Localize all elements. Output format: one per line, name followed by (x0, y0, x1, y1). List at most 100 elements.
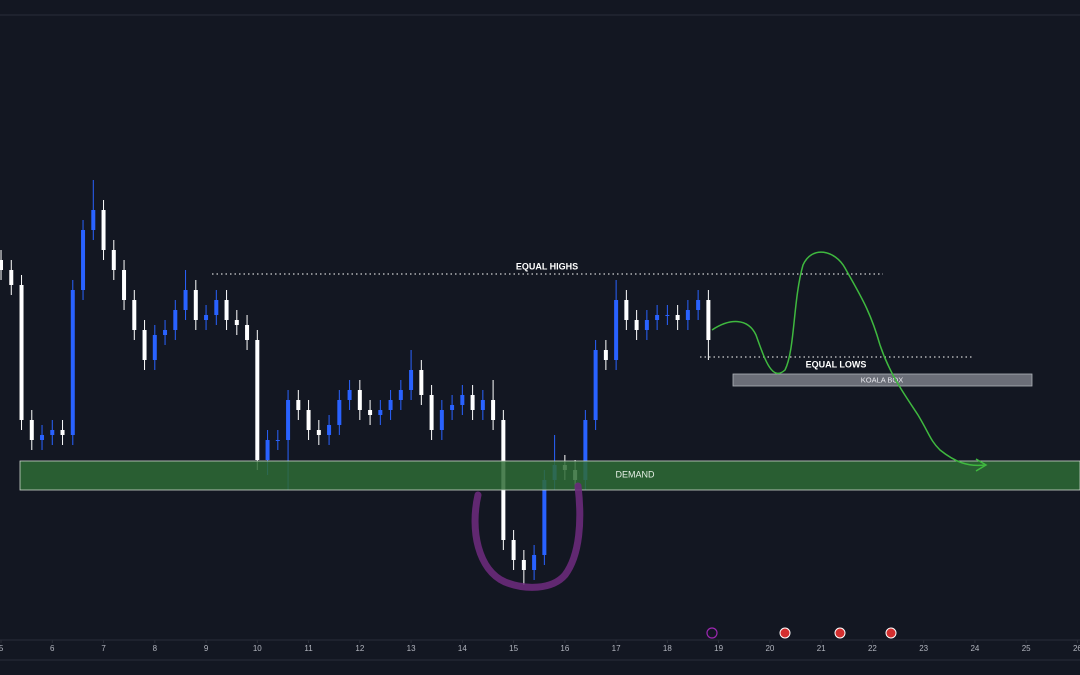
x-tick-label: 5 (0, 644, 4, 653)
candle-body (60, 430, 65, 435)
x-tick-label: 11 (304, 644, 313, 653)
candle-body (163, 330, 168, 335)
candle-body (655, 315, 660, 320)
candle-body (50, 430, 55, 435)
candle-body (9, 270, 14, 285)
plot-area (0, 180, 711, 585)
candle-body (685, 310, 690, 320)
candle-body (419, 370, 424, 395)
projection-path (711, 251, 986, 467)
flag-icon[interactable] (834, 627, 846, 639)
x-tick-label: 24 (970, 644, 979, 653)
candle-body (665, 315, 670, 316)
candle-body (214, 300, 219, 315)
candle-body (532, 555, 537, 570)
demand-label: DEMAND (615, 469, 655, 479)
candle-body (19, 285, 24, 420)
candle-body (634, 320, 639, 330)
candle-body (255, 340, 260, 460)
candle-body (111, 250, 116, 270)
candle-body (316, 430, 321, 435)
candle-body (583, 420, 588, 480)
x-tick-label: 15 (509, 644, 518, 653)
candle-body (603, 350, 608, 360)
candle-body (81, 230, 86, 290)
candle-body (101, 210, 106, 250)
x-tick-label: 26 (1073, 644, 1080, 653)
x-tick-label: 23 (919, 644, 928, 653)
x-tick-label: 6 (50, 644, 55, 653)
candle-body (224, 300, 229, 320)
candle-body (132, 300, 137, 330)
x-tick-label: 17 (612, 644, 621, 653)
candle-body (245, 325, 250, 340)
candle-body (644, 320, 649, 330)
flag-icon[interactable] (885, 627, 897, 639)
candle-body (347, 390, 352, 400)
candle-body (521, 560, 526, 570)
candle-body (306, 410, 311, 430)
event-icon[interactable] (706, 627, 718, 639)
candle-body (91, 210, 96, 230)
x-tick-label: 10 (253, 644, 262, 653)
candle-body (460, 395, 465, 405)
candle-body (470, 395, 475, 410)
candle-body (173, 310, 178, 330)
candle-body (593, 350, 598, 420)
candle-body (542, 480, 547, 555)
x-tick-label: 22 (868, 644, 877, 653)
candle-body (696, 300, 701, 310)
candle-body (152, 335, 157, 360)
candle-body (122, 270, 127, 300)
candle-body (624, 300, 629, 320)
candle-body (378, 410, 383, 415)
candle-body (511, 540, 516, 560)
candle-body (142, 330, 147, 360)
candle-body (29, 420, 34, 440)
candle-body (398, 390, 403, 400)
x-tick-label: 7 (101, 644, 106, 653)
candle-body (40, 435, 45, 440)
candle-body (357, 390, 362, 410)
candle-body (296, 400, 301, 410)
candle-body (70, 290, 75, 435)
candle-body (286, 400, 291, 440)
equal-lows-label: EQUAL LOWS (806, 359, 867, 369)
candle-body (439, 410, 444, 430)
koala-box-label: KOALA BOX (861, 375, 904, 384)
candle-body (193, 290, 198, 320)
candle-body (337, 400, 342, 425)
candle-body (480, 400, 485, 410)
x-tick-label: 18 (663, 644, 672, 653)
candle-body (429, 395, 434, 430)
candle-body (183, 290, 188, 310)
candle-body (275, 440, 280, 441)
candle-body (491, 400, 496, 420)
candle-body (368, 410, 373, 415)
candle-body (204, 315, 209, 320)
candle-body (327, 425, 332, 435)
x-tick-label: 20 (765, 644, 774, 653)
x-tick-label: 8 (153, 644, 158, 653)
flag-icon[interactable] (779, 627, 791, 639)
candle-body (0, 260, 4, 270)
candle-body (265, 440, 270, 460)
candle-body (614, 300, 619, 360)
candle-body (409, 370, 414, 390)
projection-arrowhead (975, 458, 988, 472)
equal-highs-label: EQUAL HIGHS (516, 261, 578, 271)
x-tick-label: 14 (458, 644, 467, 653)
x-tick-label: 9 (204, 644, 209, 653)
x-tick-label: 16 (560, 644, 569, 653)
x-tick-label: 19 (714, 644, 723, 653)
x-tick-label: 25 (1022, 644, 1031, 653)
candle-body (450, 405, 455, 410)
x-tick-label: 21 (817, 644, 826, 653)
sweep-highlight (471, 482, 584, 591)
candle-body (234, 320, 239, 325)
candle-body (675, 315, 680, 320)
koala-box (732, 373, 1033, 387)
